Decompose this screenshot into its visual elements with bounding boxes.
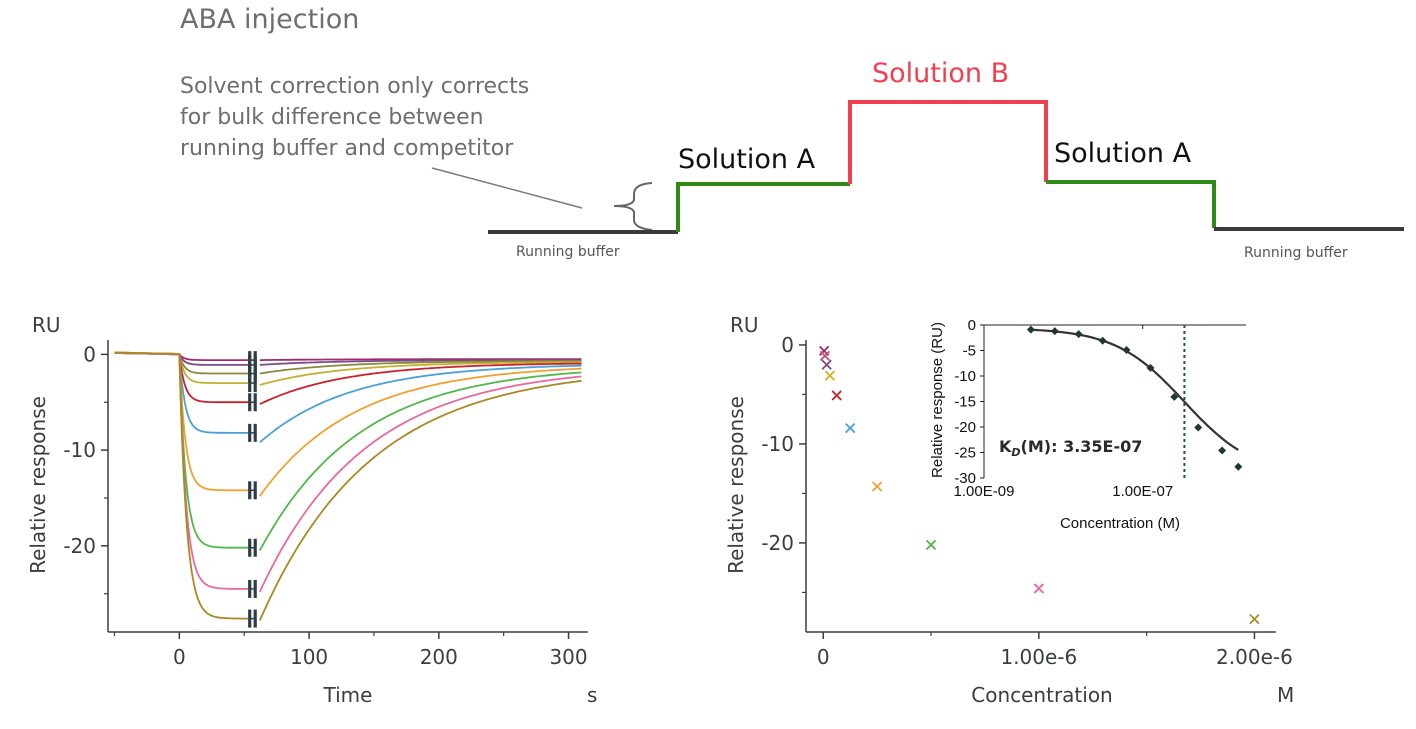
kd-annotation-value: (M): 3.35E-07 [1021, 437, 1143, 456]
scatter-x-tick-label: 2.00e-6 [1216, 645, 1293, 669]
sensorgram-y-tick-label: -20 [63, 534, 96, 558]
inset-data-point [1026, 325, 1035, 334]
running-buffer-right-label: Running buffer [1244, 245, 1348, 261]
sensorgram-x-axis-label: Time [323, 683, 373, 707]
solvent-note-line-2: for bulk difference between [180, 105, 484, 130]
inset-data-point [1170, 392, 1179, 401]
sensorgram-x-unit-label: s [587, 683, 597, 707]
sensorgram-dissociation-curve [259, 367, 582, 497]
sensorgram-unit-label: RU [32, 313, 61, 337]
scatter-x-unit-label: M [1277, 683, 1294, 707]
inset-fit-curve [1030, 328, 1239, 451]
inset-data-point [1218, 446, 1227, 455]
scatter-y-axis-label: Relative response [724, 396, 748, 574]
inset-x-tick-label: 1.00E-07 [1112, 483, 1173, 500]
inset-y-tick-label: -5 [963, 343, 976, 360]
affinity-scatter-chart: RU Relative response Concentration M 0 1.… [724, 313, 1294, 707]
solution-a-left-line [676, 182, 850, 232]
solution-a-right-line [1046, 180, 1216, 228]
diagram-title: ABA injection [180, 4, 359, 35]
inset-y-tick-label: -25 [954, 445, 976, 462]
solution-a-left-label: Solution A [678, 144, 816, 175]
inset-y-tick-label: 0 [968, 317, 976, 334]
inset-background [910, 316, 1260, 536]
inset-data-point [1194, 423, 1203, 432]
sensorgram-association-curve [114, 352, 249, 366]
kd-annotation-subscript: D [1011, 446, 1020, 459]
sensorgram-y-tick-label: 0 [83, 342, 96, 366]
sensorgram-dissociation-curve [258, 379, 582, 621]
inset-x-tick-label: 1.00E-09 [954, 483, 1015, 500]
sensorgram-x-tick-label: 0 [173, 645, 186, 669]
scatter-point [831, 390, 842, 401]
sensorgram-x-tick-label: 100 [290, 645, 328, 669]
inset-data-point [1050, 327, 1059, 336]
sensorgram-dissociation-curve [259, 362, 582, 405]
inset-data-point [1098, 336, 1107, 345]
sensorgram-x-tick-label: 300 [549, 645, 587, 669]
inset-data-point [1074, 330, 1083, 339]
inset-y-tick-label: -10 [954, 368, 976, 385]
sensorgram-association-curve [114, 351, 249, 620]
sensorgram-association-curve [114, 351, 249, 361]
scatter-unit-label: RU [730, 313, 759, 337]
sensorgram-y-axis-label: Relative response [26, 396, 50, 574]
kd-annotation: KD(M): 3.35E-07 [999, 437, 1142, 459]
aba-injection-diagram: ABA injection Solvent correction only co… [180, 4, 1404, 261]
sensorgram-dissociation-curve [258, 375, 582, 593]
inset-y-axis-label: Relative response (RU) [929, 322, 946, 478]
sensorgram-association-curve [114, 352, 249, 549]
note-pointer-line [431, 167, 583, 209]
sensorgram-dissociation-curve [259, 360, 582, 375]
sensorgram-dissociation-curve [259, 359, 582, 366]
scatter-x-tick-label: 1.00e-6 [1000, 645, 1077, 669]
solution-b-line [848, 100, 1048, 184]
scatter-point [872, 481, 883, 492]
inset-y-tick-label: -15 [954, 394, 976, 411]
scatter-point [821, 359, 832, 370]
sensorgram-association-curve [114, 352, 249, 375]
scatter-y-tick-label: -20 [761, 531, 794, 555]
scatter-point [824, 370, 836, 381]
sensorgram-dissociation-curve [259, 364, 582, 444]
bulk-difference-bracket [613, 182, 653, 231]
scatter-point [925, 539, 937, 551]
scatter-x-axis-label: Concentration [971, 683, 1112, 707]
sensorgram-dissociation-curve [259, 361, 582, 386]
scatter-point [819, 350, 831, 361]
sensorgram-dissociation-curve [259, 371, 582, 552]
scatter-point [1249, 613, 1260, 625]
inset-x-axis-label: Concentration (M) [1060, 515, 1180, 532]
inset-data-point [1122, 345, 1131, 354]
scatter-x-tick-label: 0 [817, 645, 830, 669]
sensorgram-chart: RU Relative response Time s 0 100 200 300 0 -… [26, 313, 597, 707]
solution-b-label: Solution B [872, 58, 1009, 89]
kd-annotation-k: K [999, 437, 1012, 456]
sensorgram-association-curve [114, 351, 249, 492]
scatter-point [845, 422, 856, 434]
scatter-point [1033, 583, 1044, 594]
sensorgram-y-tick-label: -10 [63, 438, 96, 462]
solution-a-right-label: Solution A [1054, 138, 1192, 169]
sensorgram-x-tick-label: 200 [420, 645, 458, 669]
sensorgram-association-curve [114, 352, 249, 434]
running-buffer-left-label: Running buffer [516, 244, 620, 260]
inset-y-tick-label: -20 [954, 419, 976, 436]
sensorgram-association-curve [114, 352, 249, 404]
inset-data-point [1146, 363, 1155, 372]
kd-inset-chart: Relative response (RU) Concentration (M)… [910, 316, 1260, 536]
scatter-y-tick-label: 0 [781, 333, 794, 357]
sensorgram-association-curve [114, 351, 249, 384]
solvent-note-line-1: Solvent correction only corrects [180, 74, 529, 99]
inset-data-point [1234, 462, 1243, 471]
inset-y-tick-label: -30 [954, 470, 976, 487]
scatter-y-tick-label: -10 [761, 432, 794, 456]
solvent-note-line-3: running buffer and competitor [180, 136, 514, 161]
